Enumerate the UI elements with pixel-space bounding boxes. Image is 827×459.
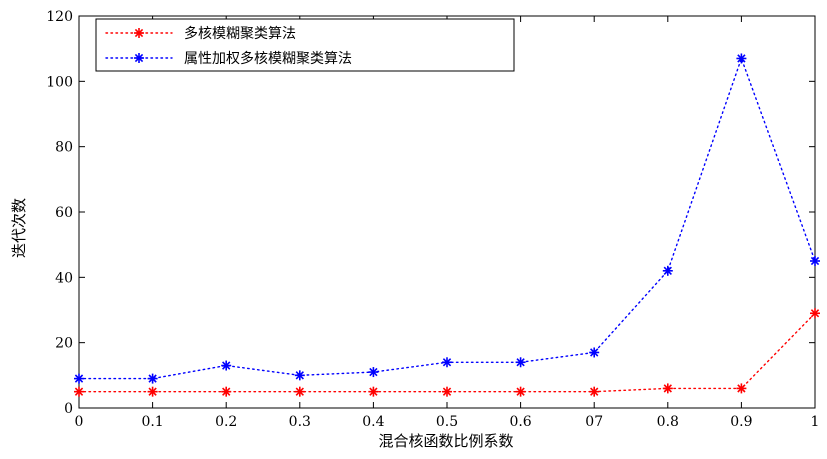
series-layer <box>74 53 820 397</box>
series-2-point <box>221 360 232 371</box>
legend-label: 属性加权多核模糊聚类算法 <box>184 50 352 67</box>
y-axis-label: 迭代次数 <box>10 198 28 258</box>
series-2-point <box>294 370 305 381</box>
y-tick-label: 120 <box>46 9 73 25</box>
series-2-point <box>147 373 158 384</box>
series-1-point <box>810 308 820 319</box>
plot-frame <box>78 15 816 409</box>
series-1-line <box>78 312 816 393</box>
x-tick-label: 0 <box>75 414 84 430</box>
series-2-point <box>736 53 747 64</box>
legend-item-1: 多核模糊聚类算法 <box>105 25 296 42</box>
legend-label: 多核模糊聚类算法 <box>184 25 296 42</box>
series-1-point <box>442 386 452 397</box>
series-2-point <box>74 373 84 384</box>
y-tick-label: 0 <box>64 401 73 417</box>
x-tick-label: 0.4 <box>362 414 384 430</box>
plot-border <box>78 15 816 409</box>
series-2 <box>74 53 820 384</box>
series-1-point <box>662 383 673 394</box>
x-tick-label: 0.5 <box>436 414 458 430</box>
legend-item-2: 属性加权多核模糊聚类算法 <box>105 50 352 67</box>
x-tick-label: 0.2 <box>215 414 237 430</box>
x-axis-label: 混合核函数比例系数 <box>378 432 513 450</box>
x-tick-label: 0.9 <box>730 414 752 430</box>
x-tick-label: 0.6 <box>509 414 531 430</box>
series-1-point <box>221 386 232 397</box>
legend-marker <box>134 28 144 38</box>
x-tick-label: 07 <box>585 414 603 430</box>
series-1-point <box>515 386 526 397</box>
x-tick-label: 0.3 <box>289 414 311 430</box>
series-1 <box>74 308 820 397</box>
y-tick-label: 40 <box>55 270 73 286</box>
y-tick-label: 80 <box>55 140 73 156</box>
series-2-point <box>368 367 379 378</box>
legend-box <box>95 18 515 72</box>
x-axis-ticks: 0 0.1 0.2 0.3 0.4 0.5 0.6 07 0.8 0.9 1 <box>75 16 820 430</box>
series-2-point <box>810 256 820 266</box>
series-2-point <box>662 265 673 276</box>
x-tick-label: 0.1 <box>141 414 163 430</box>
series-2-line <box>78 56 816 380</box>
series-1-point <box>294 386 305 397</box>
series-2-point <box>442 357 452 368</box>
x-tick-label: 1 <box>811 414 820 430</box>
series-1-point <box>736 383 747 394</box>
series-1-point <box>368 386 379 397</box>
y-tick-label: 20 <box>55 336 73 352</box>
series-1-point <box>589 386 600 397</box>
series-2-point <box>589 347 600 358</box>
series-2-point <box>515 357 526 368</box>
y-tick-label: 100 <box>46 74 73 90</box>
y-axis-ticks: 0 20 40 60 80 100 120 <box>46 9 815 417</box>
series-1-point <box>147 386 158 397</box>
series-1-point <box>74 386 84 397</box>
y-tick-label: 60 <box>55 205 73 221</box>
x-tick-label: 0.8 <box>657 414 679 430</box>
legend-marker <box>134 53 144 63</box>
